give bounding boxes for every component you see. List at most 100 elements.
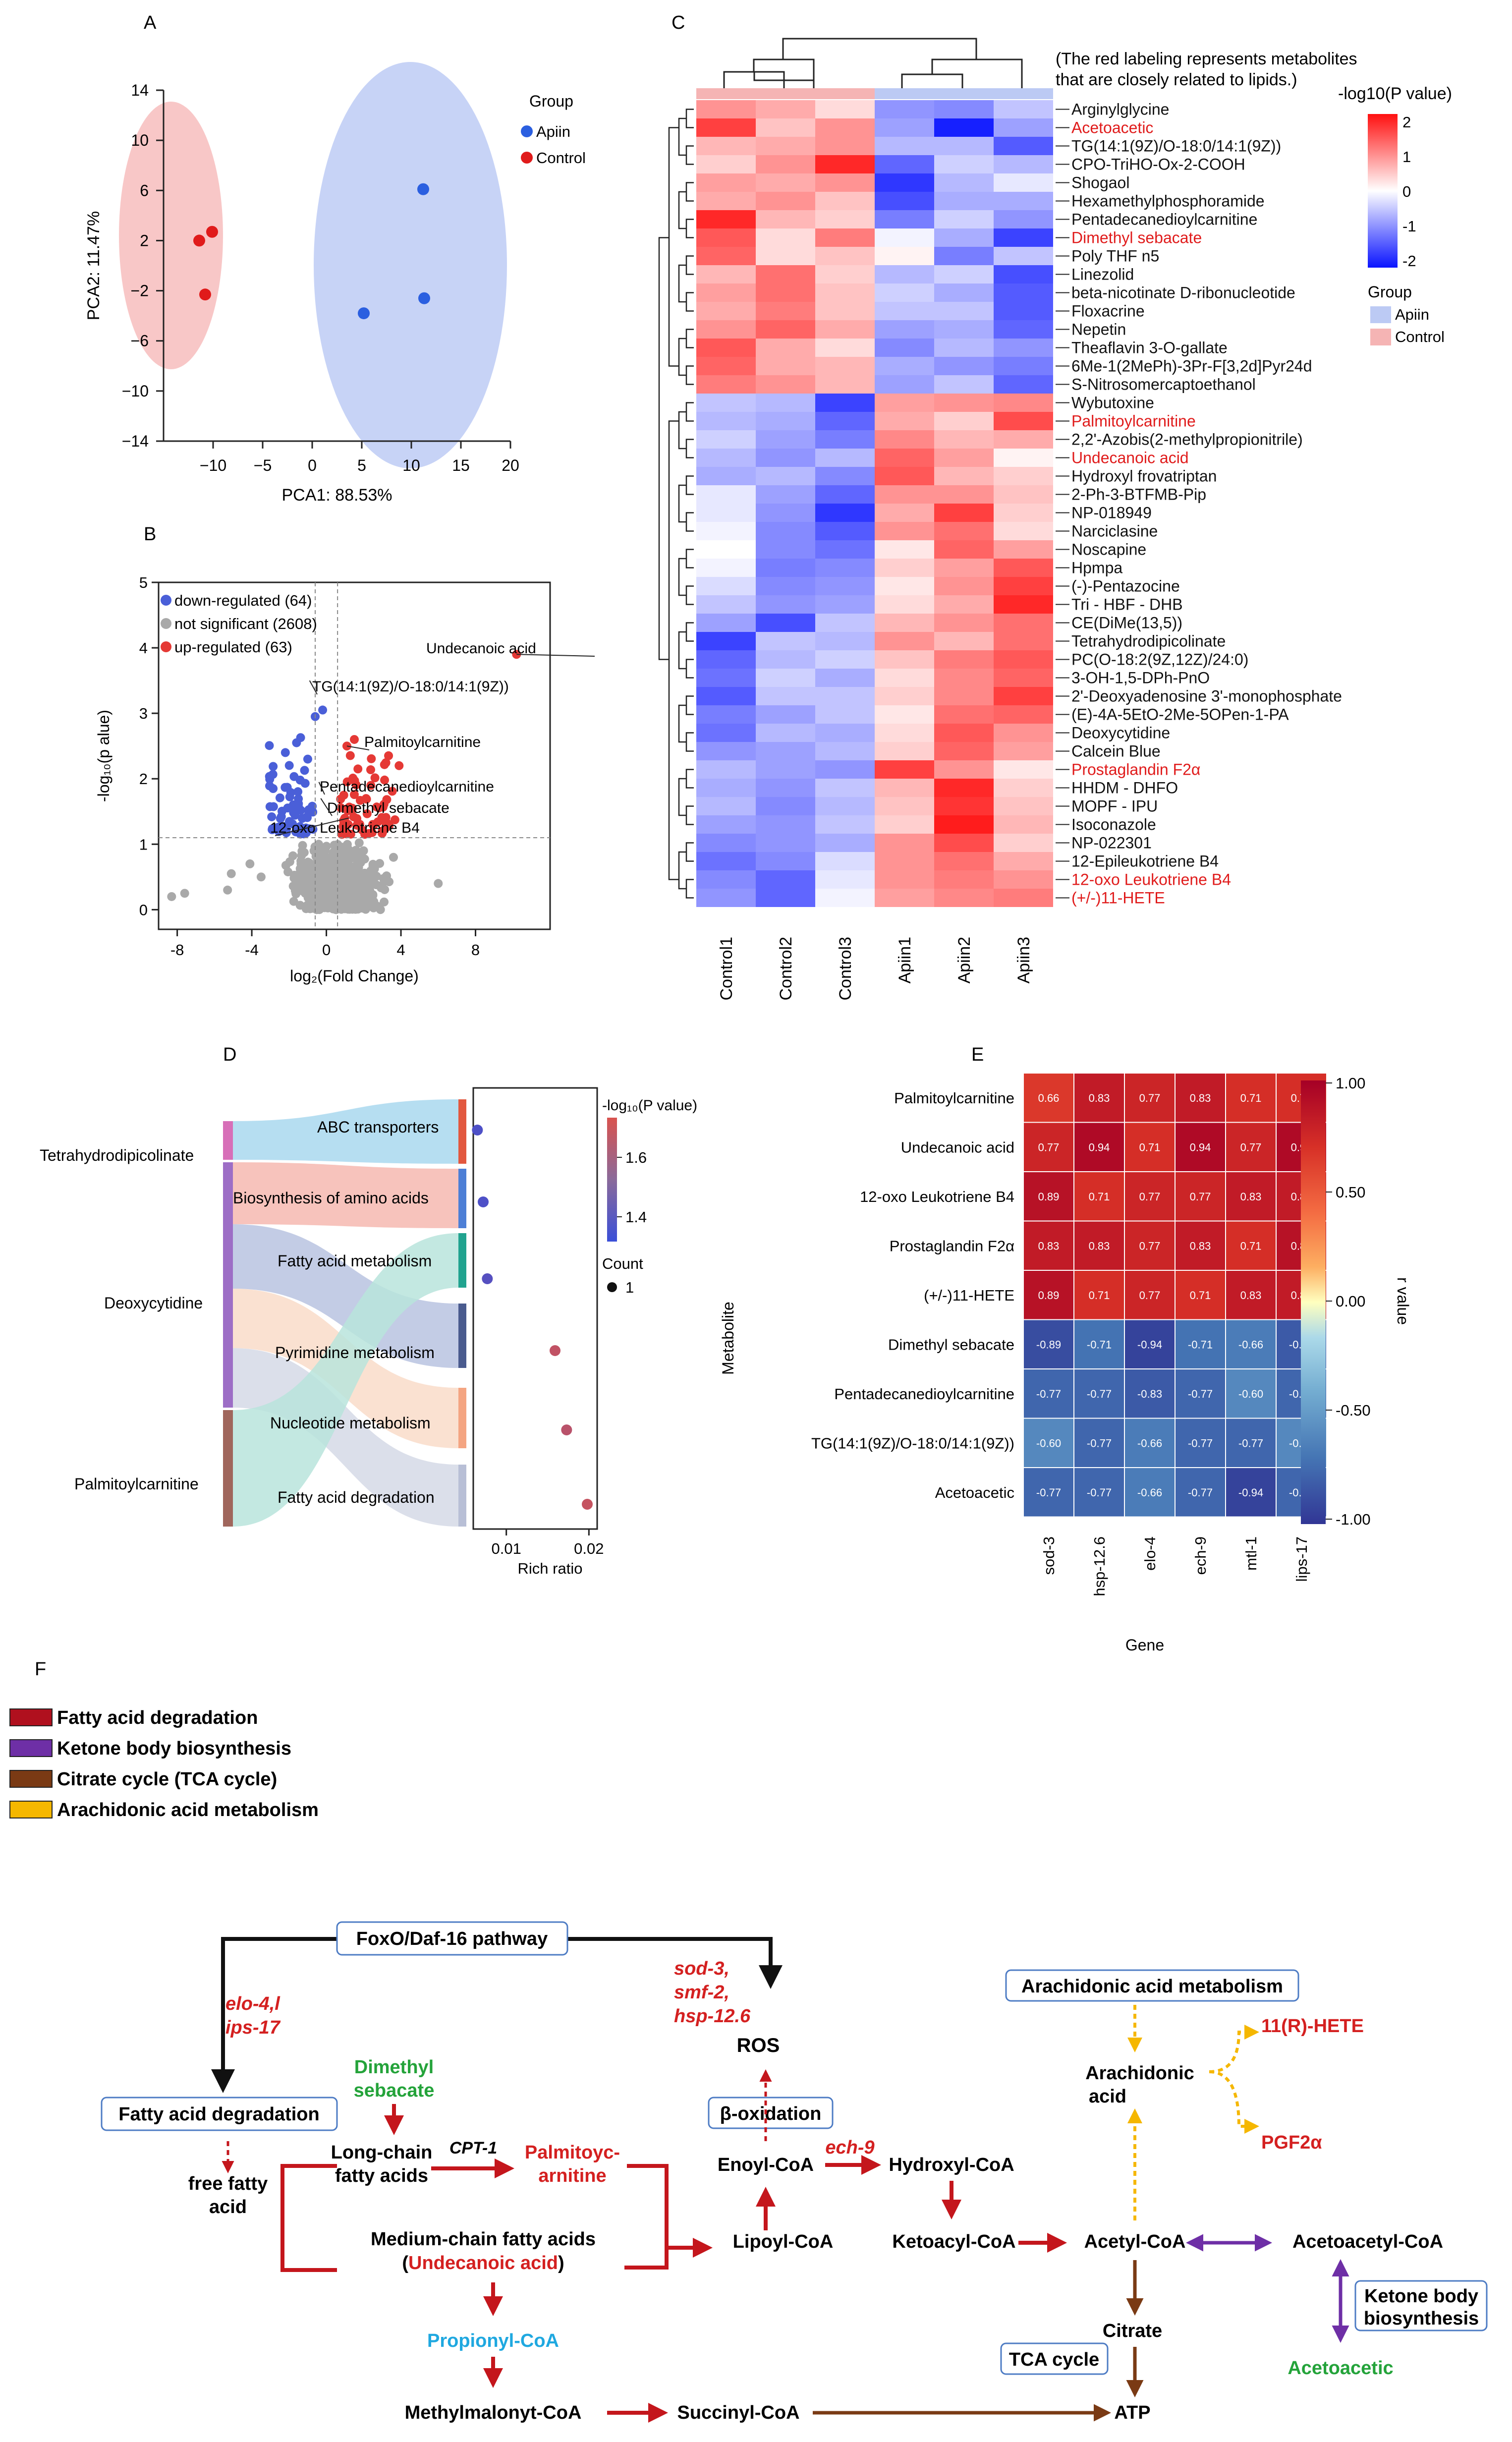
ketone-line2: biosynthesis [1364,2308,1479,2329]
row-dendro-leaf [685,622,694,642]
sankey-metabolite-node [223,1410,233,1527]
heatmap-cell [934,540,994,559]
group-bar-cell [696,88,756,99]
group-apiin-label: Apiin [1395,306,1429,323]
heatmap-cell [696,834,756,852]
heatmap-cell [934,522,994,540]
pca-point-control [193,234,205,247]
heatmap-cell [696,100,756,118]
row-dendro-leaf [685,365,694,385]
correlation-cell-value: -0.77 [1188,1437,1213,1449]
row-dendrogram [658,109,694,899]
heatmap-cell [934,632,994,650]
heatmap-cell [696,614,756,632]
correlation-cell [1073,1171,1125,1222]
succinyl-coa-label: Succinyl-CoA [677,2402,799,2423]
volcano-point-ns [306,899,316,908]
heatmap-cell [875,687,934,705]
enrichment-x-label: Rich ratio [518,1560,583,1577]
heatmap-cell [875,779,934,797]
heatmap-cell [756,118,815,137]
correlation-cell [1124,1270,1176,1320]
heatmap-cell [815,210,875,228]
heatmap-cell [994,155,1053,173]
volcano-point-up [349,790,359,799]
heatmap-colorbar-tick: -1 [1402,218,1416,235]
heatmap-cell [756,687,815,705]
heatmap-cell [875,540,934,559]
heatmap-cell [994,467,1053,485]
volcano-point-ns [223,885,232,895]
heatmap-cell [994,302,1053,320]
heatmap-cell [994,430,1053,449]
heatmap-row-label: S-Nitrosomercaptoethanol [1071,376,1256,394]
volcano-point-ns [347,876,356,885]
row-dendro-branch [668,127,679,367]
correlation-row-label: Acetoacetic [935,1484,1014,1501]
heatmap-cell [696,118,756,137]
row-dendro-branch [678,631,686,670]
volcano-legend: down-regulated (64) not significant (260… [161,592,317,656]
flow-deoxy-amino [233,1162,458,1228]
correlation-cell [1124,1319,1176,1369]
heatmap-cell [934,705,994,724]
volcano-annotation-label: TG(14:1(9Z)/O-18:0/14:1(9Z)) [312,679,509,695]
volcano-points [167,650,521,914]
pca-x-tick-label: 0 [308,456,317,474]
correlation-cell [1023,1220,1074,1271]
heatmap-row-label: Shogaol [1071,174,1129,192]
enrichment-legend-title: -log₁₀(P value) [602,1097,697,1114]
heatmap-cell [696,449,756,467]
heatmap-cell [815,797,875,815]
volcano-point-down [300,779,310,788]
heatmap-column-labels: Control1 Control2 Control3 Apiin1 Apiin2 Apii… [717,937,1033,1001]
heatmap-cell [994,742,1053,760]
heatmap-cell [815,705,875,724]
heatmap-cell [815,632,875,650]
heatmap-cell [815,815,875,834]
heatmap-row-label: Theaflavin 3-O-gallate [1071,339,1228,357]
group-control-label: Control [1395,328,1445,345]
volcano-point-ns [344,891,354,901]
correlation-cell-value: -0.71 [1188,1338,1213,1351]
heatmap-cell [875,284,934,302]
volcano-point-up [367,754,376,763]
heatmap-cell [994,118,1053,137]
correlation-cell-value: -0.77 [1238,1437,1263,1449]
row-dendro-leaf [685,292,694,312]
volcano-point-up [380,775,390,785]
heatmap-cell [934,339,994,357]
heatmap-cell [815,669,875,687]
enrichment-dot [550,1345,560,1356]
volcano-point-down [293,787,303,796]
enrichment-tick-low: 1.4 [625,1208,647,1226]
volcano-point-ns [245,859,255,868]
heatmap-cell [756,650,815,669]
acetoacetyl-coa-label: Acetoacetyl-CoA [1292,2231,1443,2252]
flow-tetra-abc [233,1099,458,1164]
volcano-point-ns [344,865,354,874]
volcano-point-up [352,814,362,823]
volcano-point-up [345,751,355,760]
sankey-metabolite-label: Tetrahydrodipicolinate [40,1146,194,1164]
volcano-point-ns [353,849,362,858]
heatmap-row-label: HHDM - DHFO [1071,779,1178,797]
heatmap-cell [756,173,815,192]
apiin-ellipse [314,62,507,468]
row-dendro-leaf [685,475,694,495]
control-ellipse [119,102,223,369]
heatmap-cell [934,247,994,265]
correlation-row-label: (+/-)11-HETE [924,1287,1014,1304]
volcano-point-down [276,814,285,823]
volcano-point-ns [315,905,324,914]
heatmap-cell [756,889,815,907]
volcano-point-up [350,735,359,744]
ketone-line1: Ketone body [1364,2286,1478,2307]
correlation-cell [1124,1418,1176,1468]
volcano-point-ns [288,881,298,891]
sankey-pathway-node [458,1233,466,1288]
heatmap-cell [815,265,875,284]
correlation-cell [1124,1467,1176,1518]
correlation-cell [1175,1270,1226,1320]
heatmap-cell [815,834,875,852]
